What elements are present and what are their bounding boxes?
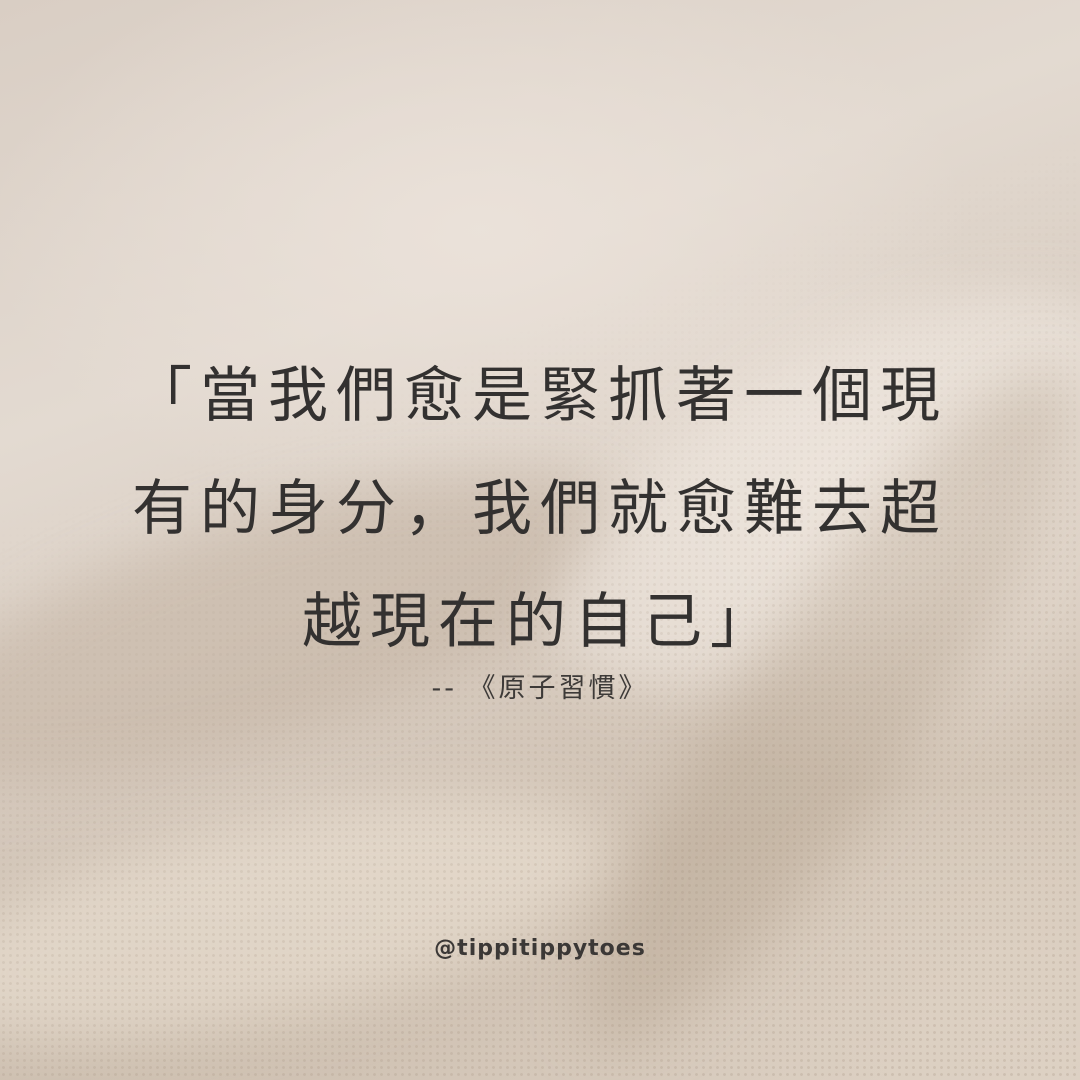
quote-source: -- 《原子習慣》 [431, 673, 649, 704]
quote-line: 有的身分，我們就愈難去超 [132, 474, 948, 544]
quote-line: 越現在的自己」 [302, 587, 778, 657]
quote-line: 「當我們愈是緊抓著一個現 [132, 361, 948, 431]
quote-text: 「當我們愈是緊抓著一個現 有的身分，我們就愈難去超 越現在的自己」 [0, 340, 1080, 679]
author-handle: @tippitippytoes [434, 936, 646, 961]
